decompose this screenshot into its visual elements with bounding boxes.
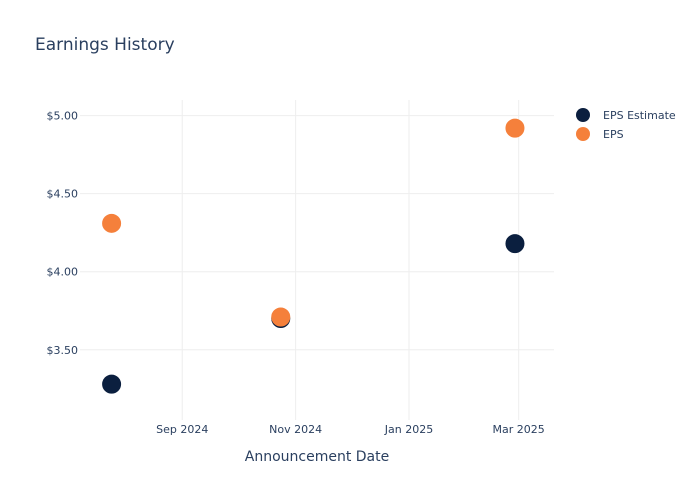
x-tick-label: Sep 2024 [156,423,208,436]
grid [80,100,554,420]
x-tick-label: Jan 2025 [384,423,433,436]
y-tick-label: $4.00 [47,266,79,279]
legend-item[interactable]: EPS [576,127,624,141]
x-tick-label: Nov 2024 [269,423,322,436]
legend-marker [576,127,590,141]
y-tick-label: $5.00 [47,110,79,123]
y-axis-ticks: $3.50 $4.00 $4.50 $5.00 [47,110,79,357]
eps-point[interactable] [102,213,122,233]
chart-title: Earnings History [35,35,175,55]
data-points [102,118,525,394]
legend[interactable]: EPS Estimate EPS [576,108,676,141]
eps-point[interactable] [271,307,291,327]
x-axis-title: Announcement Date [245,449,389,465]
legend-label: EPS Estimate [603,109,676,122]
eps-point[interactable] [505,118,525,138]
x-tick-label: Mar 2025 [493,423,545,436]
legend-marker [576,108,590,122]
eps-estimate-point[interactable] [102,374,122,394]
legend-item[interactable]: EPS Estimate [576,108,676,122]
legend-label: EPS [603,128,624,141]
x-axis-ticks: Sep 2024 Nov 2024 Jan 2025 Mar 2025 [156,423,545,436]
eps-estimate-point[interactable] [505,234,525,254]
y-tick-label: $3.50 [47,344,79,357]
y-tick-label: $4.50 [47,188,79,201]
